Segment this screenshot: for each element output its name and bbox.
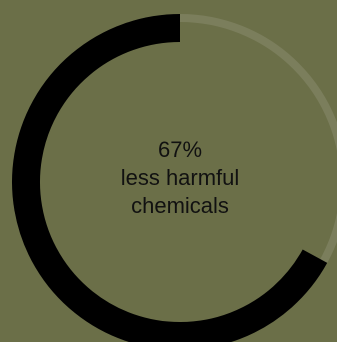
label-line-2: less harmful <box>120 165 240 190</box>
ring-progress-arc <box>12 14 328 342</box>
center-label: 67% less harmful chemicals <box>0 136 337 220</box>
label-line-3: chemicals <box>131 193 229 218</box>
percent-value: 67% <box>157 137 203 162</box>
